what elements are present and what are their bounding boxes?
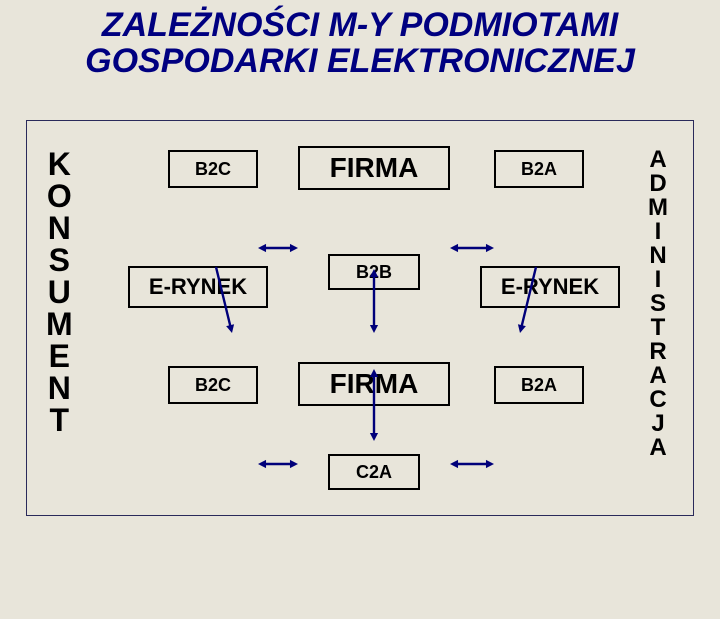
box-b2b: B2B [328,254,420,290]
box-firma-top: FIRMA [298,146,450,190]
box-erynek-left: E-RYNEK [128,266,268,308]
left-vertical-label: K O N S U M E N T [46,148,73,436]
box-b2a-top: B2A [494,150,584,188]
box-label: B2C [195,375,231,396]
title-line1: ZALEŻNOŚCI M-Y PODMIOTAMI [0,8,720,44]
box-label: FIRMA [330,368,419,400]
box-label: C2A [356,462,392,483]
box-label: B2A [521,159,557,180]
box-label: B2C [195,159,231,180]
diagram-title: ZALEŻNOŚCI M-Y PODMIOTAMI GOSPODARKI ELE… [0,0,720,79]
box-label: B2A [521,375,557,396]
box-b2c-top: B2C [168,150,258,188]
box-c2a: C2A [328,454,420,490]
box-label: E-RYNEK [149,274,247,300]
box-label: B2B [356,262,392,283]
box-b2a-bot: B2A [494,366,584,404]
title-line2: GOSPODARKI ELEKTRONICZNEJ [0,44,720,80]
box-label: FIRMA [330,152,419,184]
right-vertical-label: A D M I N I S T R A C J A [648,148,668,460]
box-firma-bot: FIRMA [298,362,450,406]
box-erynek-right: E-RYNEK [480,266,620,308]
box-label: E-RYNEK [501,274,599,300]
box-b2c-bot: B2C [168,366,258,404]
